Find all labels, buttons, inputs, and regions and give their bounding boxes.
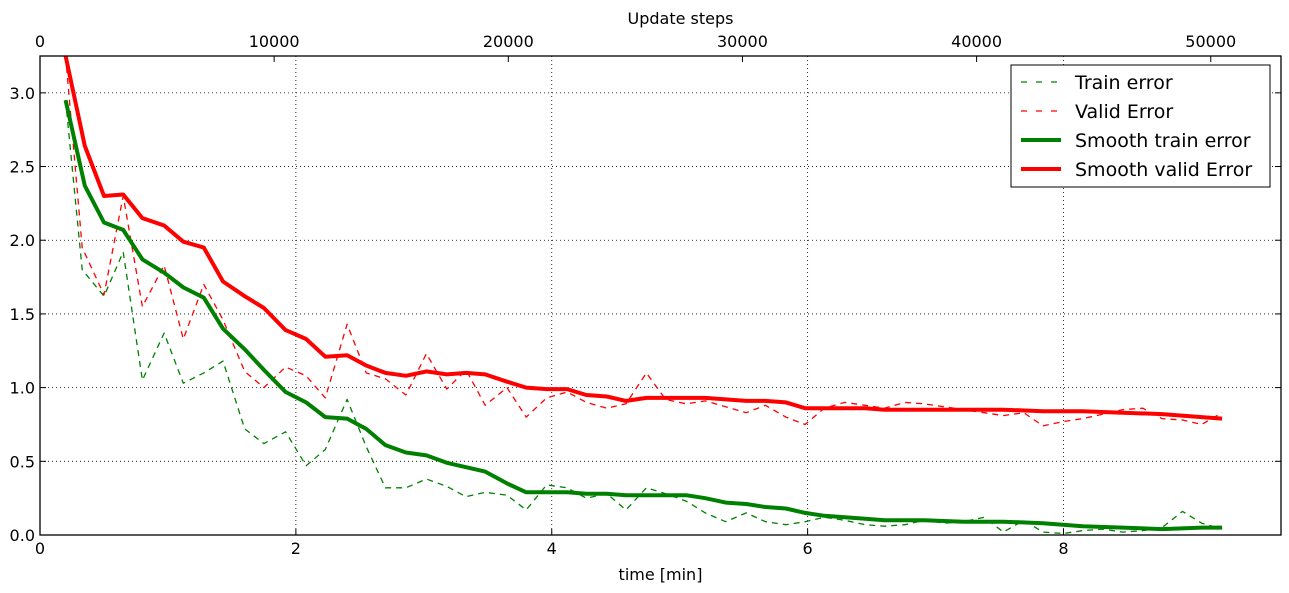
legend-box xyxy=(1010,64,1271,188)
series-line-train-error xyxy=(64,100,1223,535)
x-tick-label: 8 xyxy=(1058,539,1068,558)
x-tick-label: 2 xyxy=(291,539,301,558)
x-axis-label: time [min] xyxy=(619,565,703,584)
top-x-tick-label: 10000 xyxy=(249,32,300,51)
top-x-tick-label: 50000 xyxy=(1185,32,1236,51)
series-line-valid-error xyxy=(64,56,1223,427)
top-x-tick-label: 20000 xyxy=(483,32,534,51)
legend-label-smooth-valid-error: Smooth valid Error xyxy=(1075,159,1252,181)
top-x-axis-label: Update steps xyxy=(628,9,734,28)
axis-ticks xyxy=(39,56,1281,536)
y-tick-label: 3.0 xyxy=(10,84,35,103)
y-tick-label: 2.0 xyxy=(10,231,35,250)
y-tick-label: 0.5 xyxy=(10,452,35,471)
legend-label-valid-error: Valid Error xyxy=(1075,101,1173,123)
legend-label-smooth-train-error: Smooth train error xyxy=(1075,130,1251,152)
x-tick-label: 6 xyxy=(803,539,813,558)
legend: Train error Valid Error Smooth train error… xyxy=(1010,64,1271,188)
y-tick-label: 1.5 xyxy=(10,305,35,324)
x-tick-label: 0 xyxy=(35,539,45,558)
tick-labels: 0 2 4 6 8 0.0 0.5 1.0 1.5 2.0 2.5 3.0 0 10000 20000 300… xyxy=(10,32,1237,558)
plot-frame xyxy=(39,55,1282,536)
y-tick-label: 1.0 xyxy=(10,379,35,398)
y-tick-label: 0.0 xyxy=(10,526,35,545)
top-x-tick-label: 30000 xyxy=(717,32,768,51)
grid-lines xyxy=(40,56,1281,535)
x-tick-label: 4 xyxy=(547,539,557,558)
series-line-smooth-train-error xyxy=(63,99,1223,532)
series-line-smooth-valid-error xyxy=(63,56,1223,421)
top-x-tick-label: 0 xyxy=(35,32,45,51)
top-x-tick-label: 40000 xyxy=(951,32,1002,51)
series-layer xyxy=(63,56,1223,535)
y-tick-label: 2.5 xyxy=(10,158,35,177)
legend-label-train-error: Train error xyxy=(1074,72,1173,94)
